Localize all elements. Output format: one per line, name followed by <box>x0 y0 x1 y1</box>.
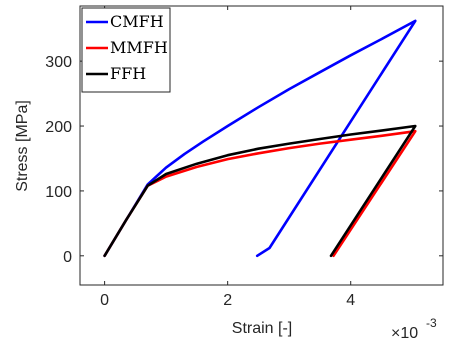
ticks-layer: 0 2 4 0 100 200 300 <box>45 6 443 309</box>
x-axis-multiplier-exponent: -3 <box>426 316 437 330</box>
y-tick-label: 0 <box>63 249 72 266</box>
legend: CMFH MMFH FFH <box>81 7 171 93</box>
legend-label-mmfh: MMFH <box>110 38 168 57</box>
legend-label-cmfh: CMFH <box>110 12 164 31</box>
x-axis-multiplier: ×10 -3 <box>391 316 437 342</box>
y-tick-label: 100 <box>45 184 72 201</box>
series-line-ffh <box>103 124 417 258</box>
legend-label-ffh: FFH <box>110 64 146 83</box>
x-tick-label: 4 <box>346 292 355 309</box>
x-tick-label: 0 <box>100 292 109 309</box>
x-axis-label: Strain [-] <box>232 320 292 337</box>
y-tick-label: 200 <box>45 119 72 136</box>
series-line-cmfh <box>103 19 417 258</box>
x-tick-label: 2 <box>223 292 232 309</box>
series-layer <box>103 19 417 258</box>
axes-box <box>79 5 444 286</box>
y-tick-label: 300 <box>45 54 72 71</box>
y-axis-label: Stress [MPa] <box>14 100 31 192</box>
x-axis-multiplier-base: ×10 <box>391 325 418 342</box>
